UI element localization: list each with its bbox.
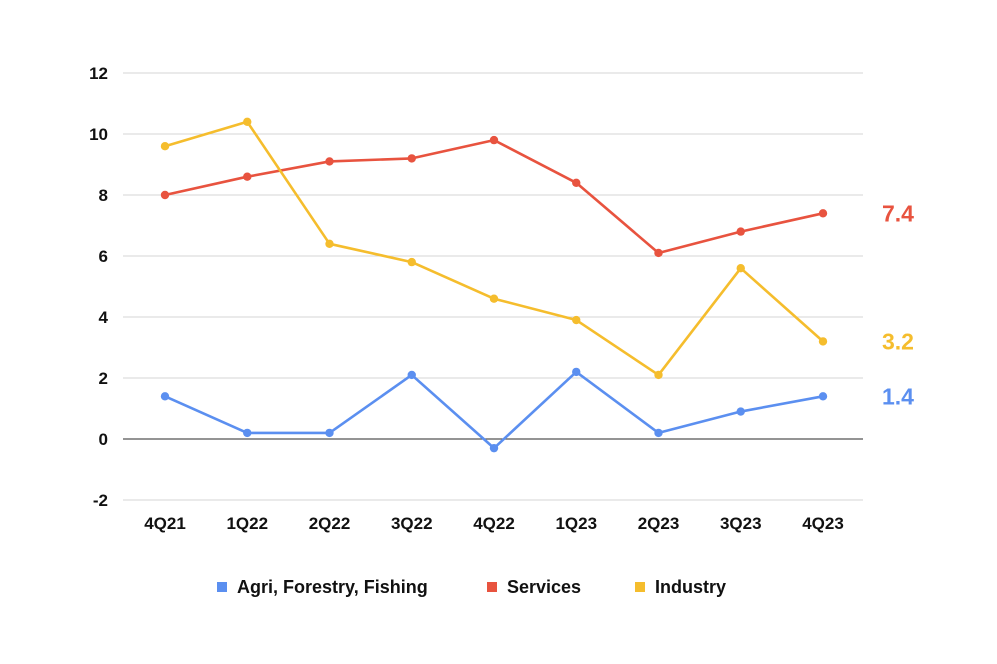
- series-1: [160, 135, 828, 258]
- legend-label: Agri, Forestry, Fishing: [237, 577, 428, 597]
- end-value-label: 7.4: [882, 200, 914, 226]
- data-point: [243, 172, 252, 181]
- legend-item: Industry: [635, 577, 726, 597]
- data-point: [489, 294, 499, 303]
- x-tick-label: 3Q22: [391, 514, 433, 533]
- data-point: [325, 239, 334, 248]
- data-point: [407, 154, 416, 163]
- x-tick-label: 3Q23: [720, 514, 762, 533]
- series-lines: [160, 117, 828, 453]
- legend-swatch: [635, 582, 645, 592]
- data-point: [572, 315, 581, 325]
- y-axis-ticks: 12 10 8 6 4 2 0 -2: [89, 64, 108, 510]
- data-point: [818, 209, 828, 218]
- data-point: [572, 367, 581, 377]
- end-value-label: 3.2: [882, 328, 914, 354]
- data-point: [160, 142, 170, 151]
- x-tick-label: 4Q21: [144, 514, 186, 533]
- series-0: [160, 367, 828, 453]
- y-tick-label: 2: [99, 369, 108, 388]
- gridlines: [123, 72, 863, 501]
- legend-label: Industry: [655, 577, 726, 597]
- data-point: [736, 407, 745, 416]
- end-value-label: 1.4: [882, 383, 914, 409]
- data-point: [572, 178, 581, 187]
- data-point: [654, 428, 663, 438]
- data-point: [489, 443, 499, 453]
- y-tick-label: 4: [99, 308, 109, 327]
- x-tick-label: 1Q22: [226, 514, 268, 533]
- data-point: [160, 392, 170, 401]
- y-tick-label: 12: [89, 64, 108, 83]
- series-line: [163, 120, 825, 377]
- data-point: [736, 227, 745, 236]
- x-axis-ticks: 4Q21 1Q22 2Q22 3Q22 4Q22 1Q23 2Q23 3Q23 4Q23: [144, 514, 844, 533]
- y-tick-label: 0: [99, 430, 108, 449]
- legend-item: Agri, Forestry, Fishing: [217, 577, 428, 597]
- data-point: [243, 117, 252, 127]
- data-point: [736, 264, 745, 273]
- y-tick-label: -2: [93, 491, 108, 510]
- legend: Agri, Forestry, Fishing Services Industry: [217, 577, 726, 597]
- x-tick-label: 2Q22: [309, 514, 351, 533]
- y-tick-label: 8: [99, 186, 108, 205]
- x-tick-label: 2Q23: [638, 514, 680, 533]
- data-point: [818, 337, 828, 346]
- data-point: [407, 257, 416, 267]
- data-point: [160, 190, 170, 200]
- data-point: [407, 370, 416, 380]
- series-line: [163, 370, 825, 450]
- data-point: [243, 428, 252, 438]
- data-point: [818, 392, 828, 401]
- end-labels: 1.4 7.4 3.2: [882, 200, 914, 409]
- x-tick-label: 4Q23: [802, 514, 844, 533]
- data-point: [489, 135, 499, 145]
- series-line: [163, 138, 825, 255]
- legend-swatch: [487, 582, 497, 592]
- data-point: [325, 157, 334, 166]
- data-point: [654, 248, 663, 258]
- series-2: [160, 117, 828, 380]
- legend-label: Services: [507, 577, 581, 597]
- y-tick-label: 10: [89, 125, 108, 144]
- legend-item: Services: [487, 577, 581, 597]
- x-tick-label: 4Q22: [473, 514, 515, 533]
- data-point: [325, 428, 334, 438]
- data-point: [654, 370, 663, 380]
- y-tick-label: 6: [99, 247, 108, 266]
- legend-swatch: [217, 582, 227, 592]
- x-tick-label: 1Q23: [555, 514, 597, 533]
